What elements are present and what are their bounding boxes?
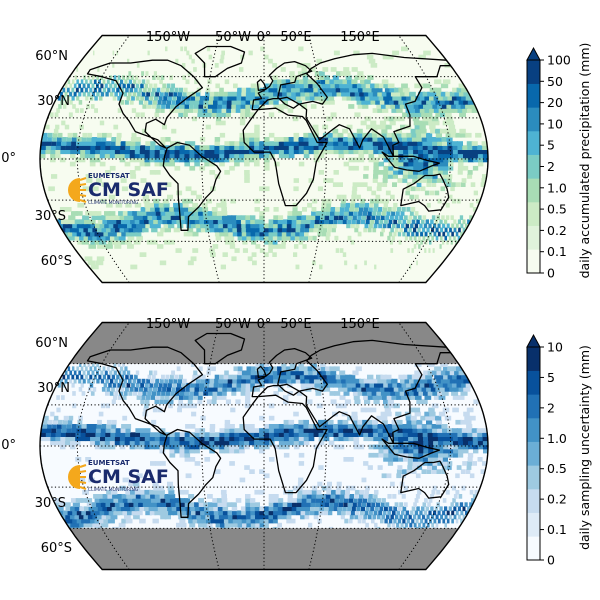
lon-label: 150°E [340,317,380,332]
colorbar-tick-label: 0 [547,266,555,281]
coastline-indonesia [381,438,441,459]
lat-label: 60°N [35,336,68,351]
coastline-australia [400,173,450,212]
graticule-meridian [76,322,130,570]
coastline-greenland [194,45,246,78]
coastline-south-america [162,428,222,518]
precipitation-map-panel: 150°W 50°W 0° 50°E 150°E 60°N 30°N 0° 30°S 60°S EU… [1,30,592,284]
colorbar-tick-label: 0.5 [547,202,567,217]
colorbar-tick-label: 0.1 [547,244,567,259]
logo-org: EUMETSAT [88,172,130,180]
coastline-africa [242,107,328,207]
map-frame [39,321,489,571]
colorbar-tick-label: 1.0 [547,431,567,446]
uncertainty-map-panel: 150°W 50°W 0° 50°E 150°E 60°N 30°N 0° 30°S 60°S EU… [0,287,600,587]
sun-icon [68,178,80,202]
coastline-uk [256,78,267,92]
colorbar-tick-label: 0.2 [547,492,567,507]
lon-label: 50°W [215,317,251,332]
coastline-australia [400,460,450,499]
lon-label: 0° [257,30,272,45]
colorbar-label: daily accumulated precipitation (mm) [577,43,592,279]
colorbar-tick-label: 1.0 [547,180,567,195]
logo-name: CM SAF [88,179,169,201]
colorbar-tick-label: 10 [547,340,563,355]
lat-label: 30°S [35,496,66,511]
lat-label: 0° [1,438,16,453]
lat-label: 30°N [37,381,70,396]
uncertainty-map-svg: 150°W 50°W 0° 50°E 150°E 60°N 30°N 0° 30°S 60°S EU… [1,317,592,571]
colorbar-tick-label: 5 [547,138,555,153]
colorbar-extend-arrow [526,333,541,348]
colorbar-tick-label: 100 [547,53,571,68]
lat-label: 30°S [35,209,66,224]
lon-label: 50°W [215,30,251,45]
lat-label: 0° [1,151,16,166]
colorbar-tick-label: 2 [547,400,555,415]
logo-org: EUMETSAT [88,459,130,467]
lon-label: 50°E [280,30,311,45]
coastline-uk [256,365,267,379]
colorbar-tick-label: 0.1 [547,522,567,537]
logo-tagline: CLIMATE MONITORING [88,200,139,206]
lon-label: 150°W [146,317,190,332]
precip-map-svg: 150°W 50°W 0° 50°E 150°E 60°N 30°N 0° 30°S 60°S EU… [1,30,592,284]
logo-name: CM SAF [88,466,169,488]
graticule-meridian [76,35,130,283]
colorbar-tick-label: 0.5 [547,461,567,476]
colorbar-tick-label: 20 [547,95,563,110]
colorbar-tick-label: 2 [547,159,555,174]
map-field [40,35,488,283]
colorbar: 0 0.1 0.2 0.5 1.0 2 5 10 daily sampling uncertai… [526,333,592,568]
colorbar: 0 0.1 0.2 0.5 1.0 2 5 10 20 50 100 daily accumulate… [526,43,592,281]
coastline-asia [298,339,452,444]
coastline-greenland [194,332,246,365]
colorbar-tick-label: 5 [547,370,555,385]
lat-label: 30°N [37,94,70,109]
coastline-africa [242,394,328,494]
lon-label: 150°E [340,30,380,45]
no-data-band-south [40,528,488,570]
coastline-north-america [86,59,204,149]
lon-label: 0° [257,317,272,332]
lat-label: 60°N [35,49,68,64]
map-field [40,322,488,570]
colorbar-label: daily sampling uncertainty (mm) [577,345,592,550]
lon-label: 50°E [280,317,311,332]
lat-label: 60°S [41,254,72,269]
lon-label: 150°W [146,30,190,45]
colorbar-tick-label: 10 [547,116,563,131]
coastline-north-america [86,346,204,436]
colorbar-tick-label: 0.2 [547,223,567,238]
coastline-south-america [162,141,222,231]
coastline-indonesia [381,151,441,172]
sun-icon [68,465,80,489]
map-frame [39,34,489,284]
colorbar-tick-label: 50 [547,74,563,89]
colorbar-extend-arrow [526,46,541,61]
colorbar-tick-label: 0 [547,553,555,568]
lat-label: 60°S [41,541,72,556]
coastline-asia [298,52,452,157]
logo-tagline: CLIMATE MONITORING [88,487,139,493]
